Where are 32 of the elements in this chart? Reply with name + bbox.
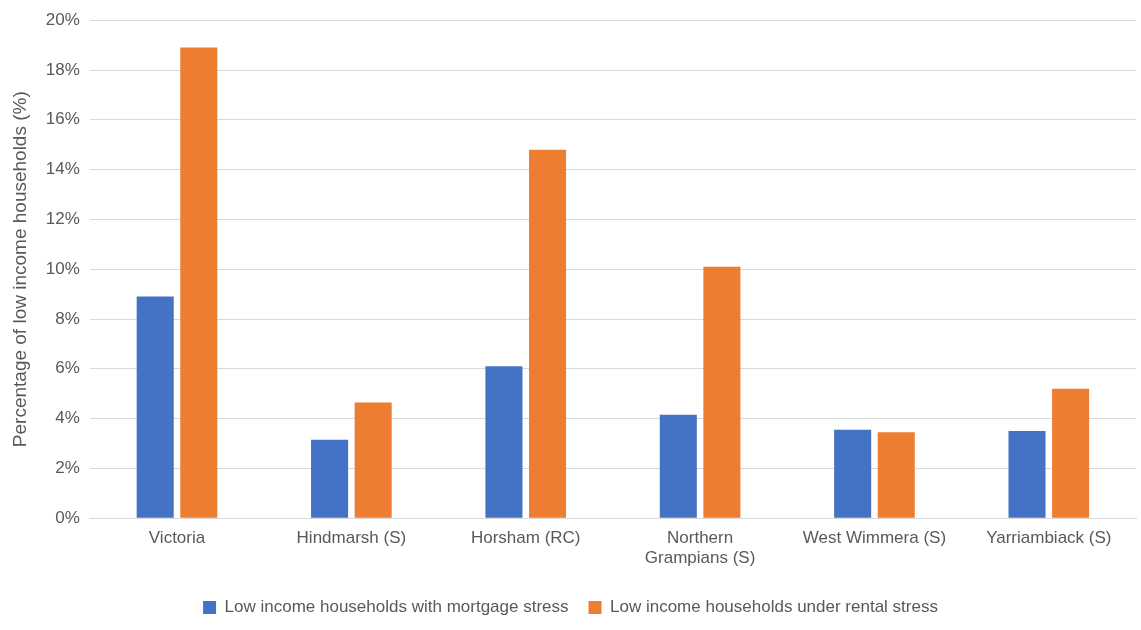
bar bbox=[136, 296, 174, 518]
y-tick-label: 18% bbox=[45, 59, 80, 79]
bar bbox=[311, 439, 349, 518]
x-tick-label: West Wimmera (S) bbox=[802, 528, 947, 548]
y-tick-label: 0% bbox=[55, 507, 80, 527]
bar bbox=[354, 402, 392, 518]
y-tick-label: 4% bbox=[55, 408, 80, 428]
legend-label: Low income households under rental stress bbox=[610, 597, 938, 617]
bar bbox=[1052, 388, 1090, 518]
x-tick-label: Northern Grampians (S) bbox=[644, 528, 756, 568]
y-tick-label: 20% bbox=[45, 9, 80, 29]
y-axis-title: Percentage of low income households (%) bbox=[8, 91, 30, 448]
y-tick-label: 2% bbox=[55, 458, 80, 478]
x-tick-label: Victoria bbox=[148, 528, 206, 548]
y-tick-label: 12% bbox=[45, 209, 80, 229]
bar bbox=[659, 414, 697, 518]
y-tick-label: 10% bbox=[45, 258, 80, 278]
bar bbox=[877, 432, 915, 518]
x-tick-label: Hindmarsh (S) bbox=[296, 528, 407, 548]
x-tick-label: Yarriambiack (S) bbox=[986, 528, 1112, 548]
y-tick-label: 14% bbox=[45, 159, 80, 179]
bar bbox=[834, 429, 872, 518]
y-tick-label: 8% bbox=[55, 308, 80, 328]
legend-label: Low income households with mortgage stress bbox=[224, 597, 569, 617]
x-tick-label: Horsham (RC) bbox=[470, 528, 581, 548]
y-tick-label: 6% bbox=[55, 358, 80, 378]
bar bbox=[180, 47, 218, 518]
bar bbox=[703, 266, 741, 518]
bar bbox=[485, 366, 523, 518]
bar bbox=[529, 149, 567, 518]
bar bbox=[1008, 431, 1046, 518]
y-tick-label: 16% bbox=[45, 109, 80, 129]
